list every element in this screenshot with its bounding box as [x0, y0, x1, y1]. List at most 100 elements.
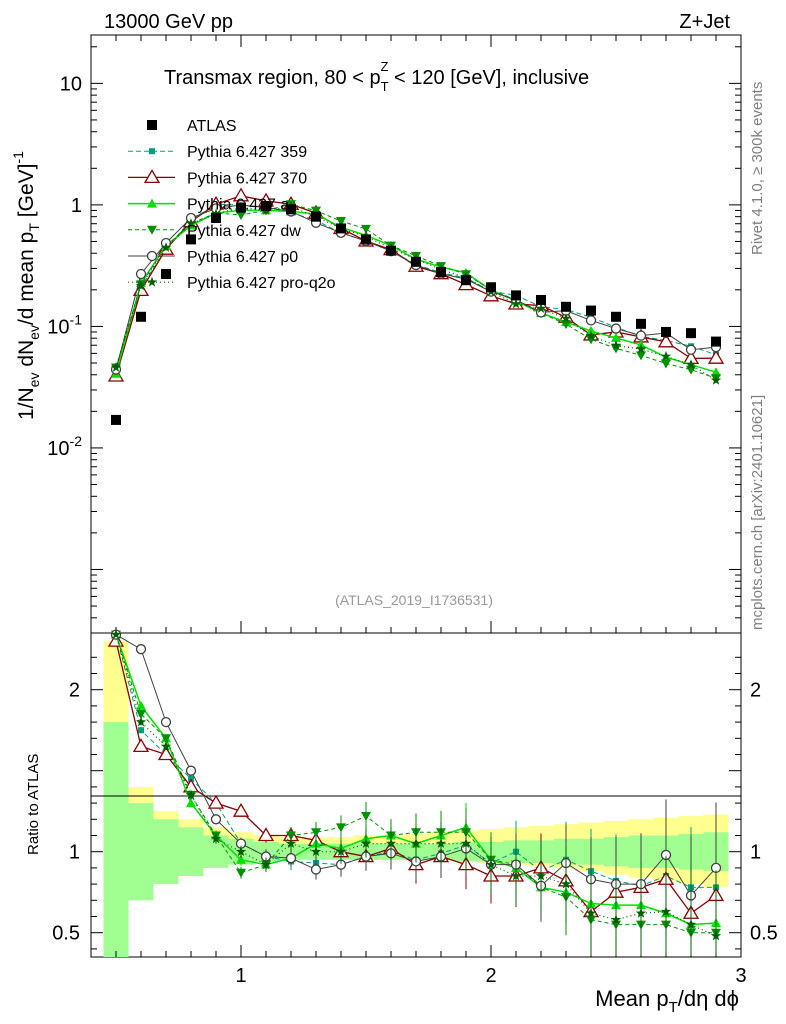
y-axis-label-ratio: Ratio to ATLAS: [25, 754, 42, 855]
rivet-label: Rivet 4.1.0, ≥ 300k events: [749, 82, 766, 255]
ratio-point-pq2o: [710, 930, 722, 941]
x-tick-label: 2: [485, 965, 496, 987]
main-series: [107, 187, 725, 425]
ratio-point-pdw: [161, 734, 171, 744]
point-pp0: [610, 323, 622, 334]
data-point-atlas: [711, 336, 721, 347]
ratio-point-pp0: [210, 814, 222, 825]
ratio-point-pq2o: [360, 838, 372, 848]
ratio-series: [107, 629, 725, 956]
data-point-atlas: [586, 305, 596, 316]
y-axis-label-main: 1/Nev dNev/d mean pT [GeV]-1: [10, 151, 42, 420]
ratio-y-tick-label-right: 1: [750, 842, 761, 864]
point-p370: [657, 333, 675, 348]
ratio-point-pp0: [135, 644, 147, 655]
stat-band-bin: [178, 827, 204, 876]
data-point-atlas: [386, 245, 396, 256]
ratio-point-pdw: [361, 812, 371, 822]
ratio-y-tick-label: 2: [69, 680, 80, 702]
ratio-point-pq2o: [535, 870, 547, 881]
ratio-point-pp0: [160, 716, 172, 728]
x-tick-label: 3: [735, 965, 746, 987]
data-point-atlas: [336, 223, 346, 234]
analysis-id: (ATLAS_2019_I1736531): [335, 592, 493, 608]
ratio-point-p359: [138, 727, 144, 734]
ratio-point-pdw: [336, 823, 346, 833]
point-pdw: [661, 359, 671, 369]
ratio-point-pq2o: [385, 838, 397, 848]
ratio-point-pq2o: [660, 906, 672, 917]
ratio-point-pp0: [285, 853, 297, 864]
point-pp0: [685, 344, 697, 355]
process-label: Z+Jet: [679, 11, 730, 33]
ratio-point-pq2o: [160, 740, 172, 751]
ratio-point-pq2o: [685, 919, 697, 929]
point-pq2o: [635, 343, 647, 354]
point-pdw: [236, 210, 246, 220]
point-p370: [707, 349, 725, 364]
ratio-point-pq2o: [335, 846, 347, 857]
ratio-y-tick-label: 1: [69, 842, 80, 864]
legend-marker-p370: [143, 169, 161, 184]
data-point-atlas: [536, 294, 546, 305]
point-pp0: [585, 315, 597, 326]
data-point-atlas: [511, 290, 521, 301]
data-point-atlas: [136, 311, 146, 322]
y-tick-label: 10-2: [47, 433, 82, 460]
energy-label: 13000 GeV pp: [104, 11, 233, 33]
data-point-atlas: [286, 204, 296, 215]
stat-band-bin: [128, 803, 154, 901]
chart-title: Transmax region, 80 < pTZ < 120 [GeV], i…: [164, 59, 589, 94]
ratio-point-pq2o: [560, 878, 572, 889]
point-pq2o: [560, 313, 572, 323]
point-pdw: [586, 335, 596, 345]
stat-band-bin: [103, 722, 129, 957]
ratio-point-pa: [136, 700, 146, 710]
ratio-point-pq2o: [485, 859, 497, 870]
data-point-atlas: [161, 268, 171, 279]
point-pq2o: [660, 350, 672, 361]
legend-marker-pdw: [147, 225, 157, 235]
data-point-atlas: [561, 301, 571, 312]
ratio-point-pa: [236, 854, 246, 864]
ratio-point-pq2o: [635, 907, 647, 918]
ratio-point-pdw: [236, 868, 246, 878]
data-point-atlas: [361, 234, 371, 245]
point-pdw: [686, 365, 696, 375]
ratio-point-p370: [257, 827, 275, 842]
y-tick-label: 10-1: [47, 311, 82, 338]
data-point-atlas: [486, 282, 496, 293]
point-pq2o: [535, 303, 547, 313]
data-point-atlas: [186, 234, 196, 245]
point-pq2o: [610, 340, 622, 350]
ratio-y-tick-label-right: 0.5: [750, 923, 778, 945]
data-point-atlas: [211, 212, 221, 223]
source-label: mcplots.cern.ch [arXiv:2401.10621]: [749, 395, 766, 630]
ratio-point-p370: [132, 738, 150, 753]
axis-ticks: 1 2 3 10 1 10-1 10-2 2 2 1 1 0.5 0.5: [47, 35, 778, 987]
ratio-point-pq2o: [585, 907, 597, 918]
ratio-point-pp0: [310, 864, 322, 875]
ratio-point-pq2o: [135, 716, 147, 727]
y-tick-label: 10: [60, 73, 82, 95]
data-point-atlas: [461, 275, 471, 286]
data-point-atlas: [611, 311, 621, 322]
data-point-atlas: [661, 326, 671, 337]
data-point-atlas: [111, 414, 121, 425]
x-tick-label: 1: [235, 965, 246, 987]
legend-label-p370: Pythia 6.427 370: [187, 170, 307, 187]
data-point-atlas: [261, 200, 271, 211]
ratio-y-tick-label-right: 2: [750, 680, 761, 702]
point-pq2o: [135, 280, 147, 291]
point-pdw: [336, 217, 346, 227]
data-point-atlas: [311, 211, 321, 222]
ratio-point-pq2o: [210, 833, 222, 844]
ratio-point-pq2o: [185, 789, 197, 800]
point-pp0: [135, 268, 147, 280]
legend-marker-p359: [149, 148, 155, 155]
point-pdw: [611, 344, 621, 354]
ratio-uncertainty-bands: [103, 641, 729, 957]
ratio-line-pdw: [115, 634, 716, 934]
ratio-point-p370: [232, 802, 250, 817]
